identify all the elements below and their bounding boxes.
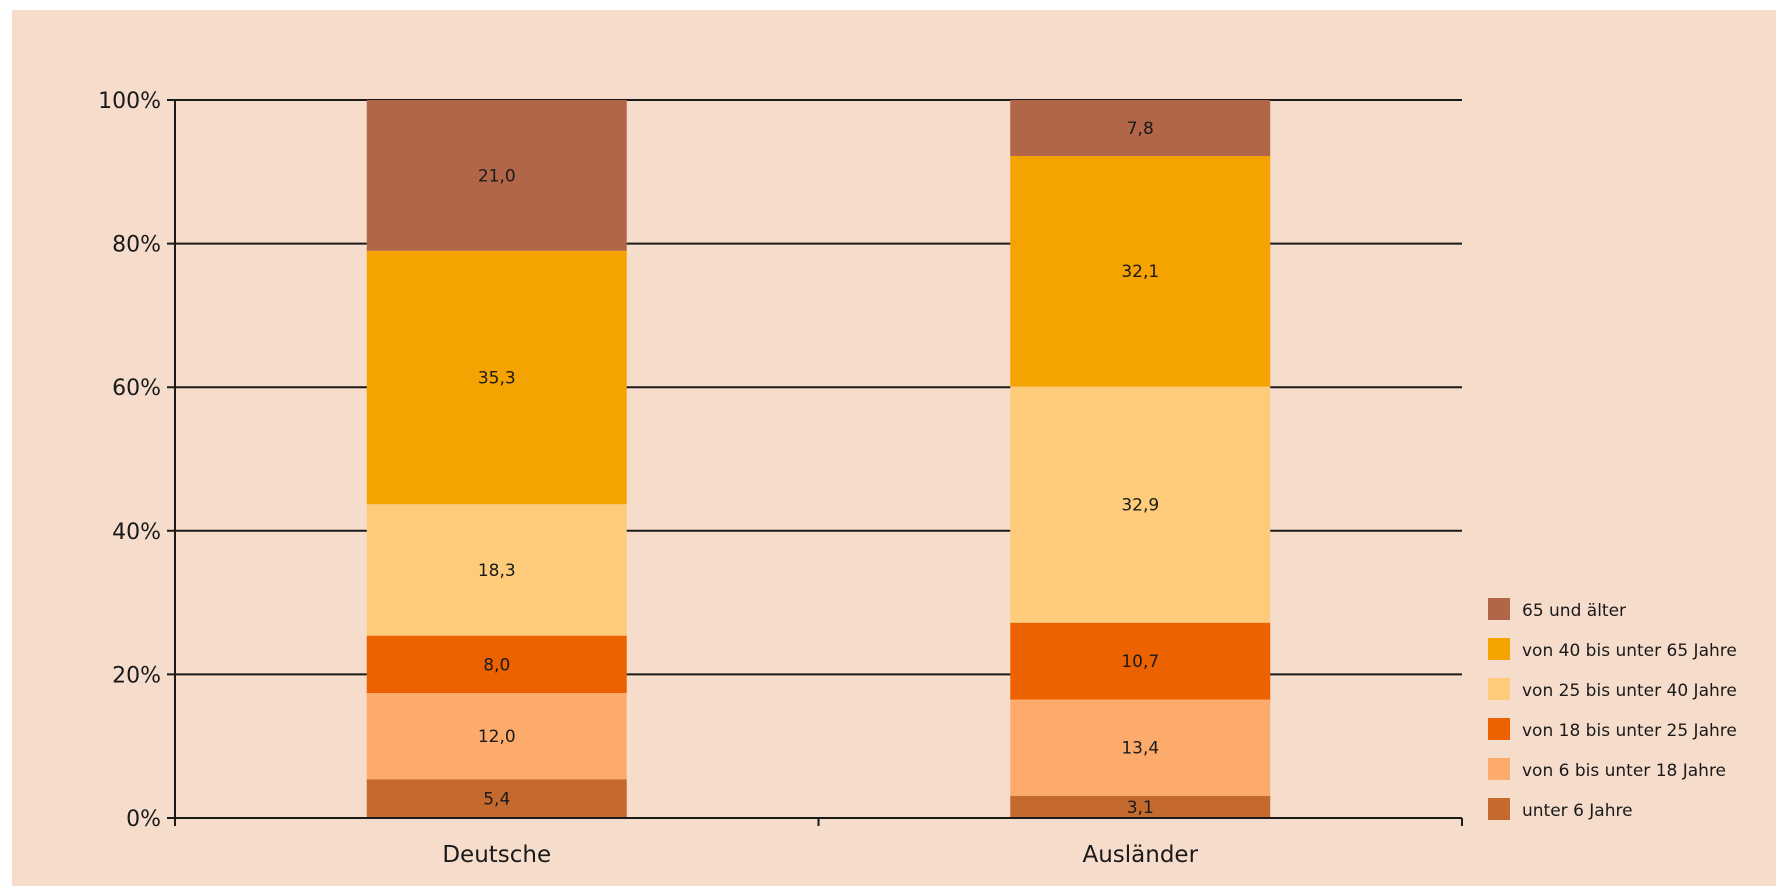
bar-segment	[366, 100, 627, 251]
bar-segment	[1010, 386, 1271, 623]
y-tick-label: 100%	[98, 89, 161, 114]
y-tick-label: 40%	[112, 520, 161, 545]
data-label: 13,4	[1121, 739, 1159, 759]
legend-swatch	[1488, 678, 1510, 700]
bars: 5,4 12,0 8,0 18,3 35,3 21,0 3,1 13,4 10,7 32,9 32,…	[366, 100, 1271, 818]
legend-swatch	[1488, 598, 1510, 620]
bar-segment	[366, 250, 627, 505]
axes: 0% 20% 40% 60% 80% 100% Deutsche Ausländer	[98, 89, 1463, 868]
legend-swatch	[1488, 758, 1510, 780]
legend-label: unter 6 Jahre	[1522, 801, 1633, 821]
bar-segment	[366, 504, 627, 636]
legend-swatch	[1488, 638, 1510, 660]
data-label: 18,3	[478, 561, 516, 581]
data-label: 5,4	[483, 790, 510, 810]
legend-label: 65 und älter	[1522, 601, 1626, 621]
y-tick-label: 20%	[112, 663, 161, 688]
legend-label: von 40 bis unter 65 Jahre	[1522, 641, 1737, 661]
legend-swatch	[1488, 798, 1510, 820]
x-category-label: Deutsche	[442, 842, 551, 868]
y-tick-label: 0%	[126, 807, 161, 832]
bar-segment	[366, 693, 627, 780]
bar-segment	[1010, 156, 1271, 387]
bar-segment	[1010, 100, 1271, 157]
x-category-label: Ausländer	[1082, 842, 1198, 868]
data-label: 12,0	[478, 727, 516, 747]
bar-segment	[366, 779, 627, 818]
bar-segment	[1010, 622, 1271, 700]
bar-segment	[1010, 795, 1271, 818]
legend: 65 und älter von 40 bis unter 65 Jahre von…	[1488, 598, 1737, 821]
data-label: 10,7	[1121, 652, 1159, 672]
y-tick-label: 60%	[112, 376, 161, 401]
data-label: 35,3	[478, 369, 516, 389]
legend-label: von 18 bis unter 25 Jahre	[1522, 721, 1737, 741]
y-tick-label: 80%	[112, 233, 161, 258]
data-label: 21,0	[478, 166, 516, 186]
legend-label: von 25 bis unter 40 Jahre	[1522, 681, 1737, 701]
legend-label: von 6 bis unter 18 Jahre	[1522, 761, 1726, 781]
data-label: 3,1	[1127, 798, 1154, 818]
data-label: 32,1	[1121, 262, 1159, 282]
bar-segment	[1010, 699, 1271, 796]
data-label: 8,0	[483, 655, 510, 675]
data-label: 7,8	[1127, 119, 1154, 139]
legend-swatch	[1488, 718, 1510, 740]
bar-segment	[366, 635, 627, 694]
chart-panel	[12, 10, 1776, 886]
data-label: 32,9	[1121, 496, 1159, 516]
